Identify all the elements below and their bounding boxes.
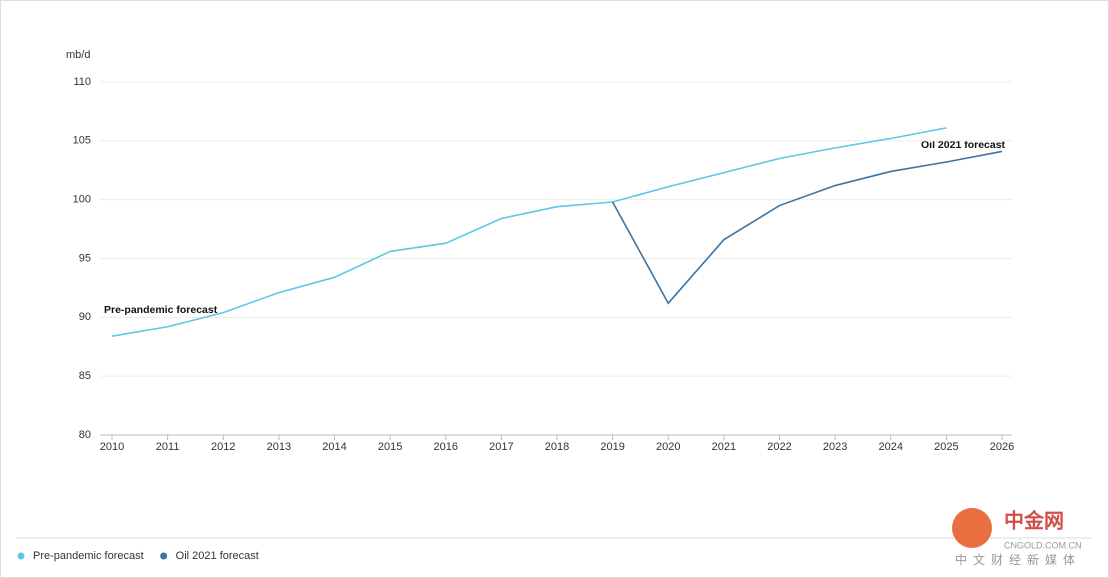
y-tick-label: 110 [73, 76, 91, 88]
y-tick-label: 95 [79, 252, 91, 264]
y-tick-label: 90 [79, 311, 91, 323]
x-tick-label: 2024 [879, 441, 903, 453]
x-tick-label: 2014 [322, 441, 346, 453]
watermark-icon [952, 508, 992, 548]
x-tick-label: 2023 [823, 441, 847, 453]
series-line [111, 127, 947, 337]
x-tick-label: 2026 [990, 441, 1014, 453]
y-tick-label: 85 [79, 370, 91, 382]
watermark-slogan: 中文财经新媒体 [955, 552, 1081, 567]
watermark-domain: CNGOLD.COM.CN [1004, 540, 1082, 550]
x-tick-label: 2022 [767, 441, 791, 453]
x-tick-label: 2016 [434, 441, 458, 453]
y-tick-label: 80 [79, 429, 91, 441]
x-tick-label: 2017 [489, 441, 513, 453]
x-tick-label: 2025 [934, 441, 958, 453]
series-line [611, 150, 1003, 305]
x-tick-label: 2015 [378, 441, 402, 453]
x-tick-label: 2010 [100, 441, 124, 453]
x-tick-label: 2021 [712, 441, 736, 453]
legend-label[interactable]: Oil 2021 forecast [176, 550, 259, 562]
x-tick-label: 2013 [267, 441, 291, 453]
legend-marker [17, 552, 25, 560]
x-tick-label: 2012 [211, 441, 235, 453]
y-tick-label: 100 [73, 194, 91, 206]
annotation: Oil 2021 forecast [921, 139, 1006, 151]
legend-label[interactable]: Pre-pandemic forecast [33, 550, 144, 562]
y-tick-label: 105 [73, 135, 91, 147]
watermark-logo: 中金网 [1004, 508, 1064, 532]
watermark: 中金网 CNGOLD.COM.CN 中文财经新媒体 [952, 508, 1082, 567]
legend-marker [160, 552, 168, 560]
annotation: Pre-pandemic forecast [104, 304, 218, 316]
x-tick-label: 2018 [545, 441, 569, 453]
x-tick-label: 2011 [156, 441, 180, 453]
x-tick-label: 2020 [656, 441, 680, 453]
y-unit: mb/d [66, 49, 90, 61]
x-tick-label: 2019 [600, 441, 624, 453]
